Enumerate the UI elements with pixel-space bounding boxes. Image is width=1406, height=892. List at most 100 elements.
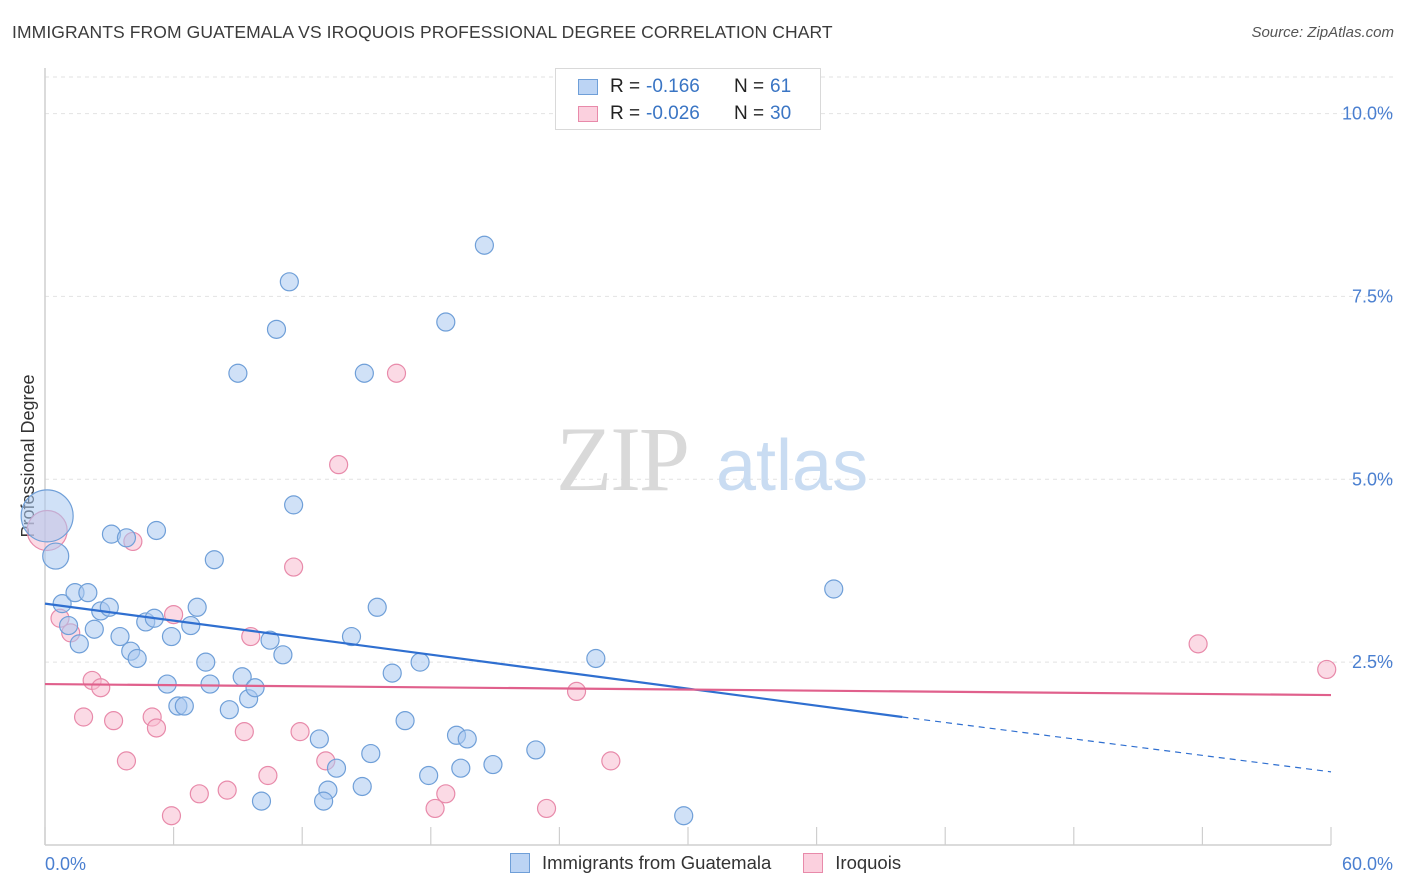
series-legend: Immigrants from Guatemala Iroquois — [510, 852, 933, 874]
iroquois-point — [161, 806, 182, 826]
legend-swatch-pink — [803, 853, 824, 873]
iroquois-point — [284, 557, 304, 577]
watermark-atlas: atlas — [716, 426, 868, 506]
iroquois-point — [103, 711, 124, 731]
chart-title: IMMIGRANTS FROM GUATEMALA VS IROQUOIS PR… — [12, 22, 833, 42]
legend-r-label: R = — [610, 76, 641, 97]
guatemala-point — [483, 754, 503, 775]
legend-n-value: 61 — [770, 76, 792, 97]
y-tick-label: 7.5% — [1352, 286, 1393, 306]
guatemala-point — [127, 648, 147, 669]
iroquois-point — [91, 678, 111, 698]
source-credit: Source: ZipAtlas.com — [1251, 24, 1394, 41]
guatemala-point — [352, 776, 372, 797]
iroquois-point — [189, 784, 209, 804]
iroquois-point — [536, 798, 557, 819]
guatemala-point — [196, 652, 216, 672]
guatemala-point — [436, 312, 456, 332]
legend-item-iroquois[interactable]: Iroquois — [803, 852, 901, 874]
legend-n-label: N = — [734, 103, 765, 124]
guatemala-point — [187, 597, 207, 617]
guatemala-point — [174, 696, 194, 716]
guatemala-point — [116, 528, 137, 548]
iroquois-point — [290, 722, 310, 742]
trend-lines — [44, 602, 1332, 773]
guatemala-point — [309, 729, 329, 749]
iroquois-point — [217, 780, 237, 800]
guatemala-point — [110, 626, 130, 647]
guatemala-point — [228, 363, 248, 383]
guatemala-point — [474, 235, 494, 255]
guatemala-point — [273, 645, 293, 665]
guatemala-point — [586, 648, 606, 669]
guatemala-point — [824, 579, 844, 599]
guatemala-point — [84, 619, 104, 639]
guatemala-point — [266, 319, 287, 339]
guatemala-point — [382, 663, 402, 683]
guatemala-point — [457, 729, 477, 749]
legend-r-value: -0.166 — [646, 76, 700, 97]
watermark-zip: ZIP — [556, 408, 688, 510]
guatemala-point — [451, 758, 471, 778]
legend-item-guatemala[interactable]: Immigrants from Guatemala — [510, 852, 771, 874]
guatemala-point — [674, 806, 694, 826]
iroquois-point — [425, 798, 445, 819]
legend-swatch-pink — [578, 106, 598, 122]
guatemala-point — [69, 634, 89, 654]
guatemala-point — [326, 758, 347, 778]
legend-r-label: R = — [610, 103, 641, 124]
iroquois-point — [386, 363, 407, 383]
guatemala-trend-extension — [902, 716, 1332, 773]
guatemala-points — [20, 235, 844, 826]
iroquois-point — [329, 455, 349, 475]
guatemala-point — [410, 652, 430, 672]
legend-n-value: 30 — [770, 103, 792, 124]
guatemala-point — [20, 489, 74, 543]
guatemala-point — [395, 711, 415, 731]
legend-r-value: -0.026 — [646, 103, 700, 124]
y-tick-label: 2.5% — [1352, 652, 1393, 672]
watermark: ZIP atlas — [556, 408, 868, 510]
x-tick-label: 0.0% — [45, 854, 86, 874]
legend-swatch-blue — [510, 853, 530, 873]
guatemala-point — [78, 583, 98, 603]
guatemala-point — [279, 272, 299, 292]
guatemala-point — [526, 740, 546, 760]
y-tick-labels: 2.5% 5.0% 7.5% 10.0% — [1342, 104, 1393, 673]
legend-label-iroquois: Iroquois — [835, 852, 902, 873]
iroquois-point — [601, 751, 621, 771]
y-tick-label: 10.0% — [1342, 104, 1393, 124]
legend-row-guatemala: R = -0.166 N = 61 — [578, 75, 791, 99]
guatemala-point — [58, 615, 79, 636]
iroquois-point — [146, 718, 167, 738]
iroquois-trend-line — [44, 682, 1332, 697]
guatemala-point — [245, 678, 265, 698]
y-tick-label: 5.0% — [1352, 469, 1393, 489]
legend-swatch-blue — [578, 79, 598, 95]
stats-legend: R = -0.166 N = 61 R = -0.026 N = 30 — [555, 68, 821, 130]
gridlines — [45, 76, 1393, 663]
legend-label-guatemala: Immigrants from Guatemala — [542, 852, 772, 873]
guatemala-point — [181, 615, 201, 636]
x-tick-label: 60.0% — [1342, 854, 1393, 874]
guatemala-point — [219, 700, 239, 720]
guatemala-point — [361, 743, 381, 764]
iroquois-point — [234, 722, 254, 742]
guatemala-point — [354, 363, 374, 383]
iroquois-point — [436, 784, 456, 804]
x-tick-labels: 0.0% 60.0% — [45, 854, 1393, 874]
guatemala-point — [341, 626, 362, 647]
iroquois-point — [73, 707, 94, 727]
guatemala-trend-line — [44, 602, 903, 719]
guatemala-point — [260, 630, 280, 650]
iroquois-point — [1188, 634, 1208, 654]
iroquois-point — [1317, 659, 1337, 680]
iroquois-point — [566, 681, 587, 702]
iroquois-point — [258, 765, 278, 786]
guatemala-point — [146, 520, 167, 541]
iroquois-point — [116, 751, 137, 771]
guatemala-point — [200, 674, 220, 694]
axes — [44, 68, 1332, 846]
guatemala-point — [284, 495, 304, 515]
